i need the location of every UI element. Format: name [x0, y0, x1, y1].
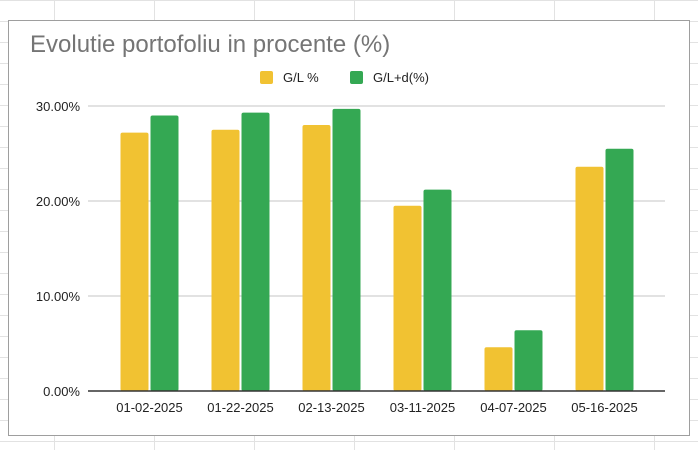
bar-gl-d-01-02-2025 [150, 115, 179, 391]
chart-container[interactable]: Evolutie portofoliu in procente (%) G/L %… [8, 20, 690, 436]
bar-gl-d-04-07-2025 [514, 330, 543, 391]
x-tick-label: 04-07-2025 [480, 400, 547, 415]
x-tick-label: 01-22-2025 [207, 400, 274, 415]
bar-gl-d-05-16-2025 [605, 148, 634, 391]
legend-label-0: G/L % [283, 70, 319, 85]
y-tick-label: 30.00% [36, 99, 81, 114]
x-tick-label: 05-16-2025 [571, 400, 638, 415]
y-tick-label: 10.00% [36, 289, 81, 304]
bar-gl-d-01-22-2025 [241, 112, 270, 392]
chart-title: Evolutie portofoliu in procente (%) [30, 31, 390, 58]
legend-swatch-1 [350, 71, 363, 84]
x-tick-label: 01-02-2025 [116, 400, 183, 415]
bar-gl-04-07-2025 [484, 347, 513, 391]
legend-label-1: G/L+d(%) [373, 70, 429, 85]
bar-gl-03-11-2025 [393, 205, 422, 391]
bar-gl-d-03-11-2025 [423, 189, 452, 391]
legend-swatch-0 [260, 71, 273, 84]
x-tick-label: 02-13-2025 [298, 400, 365, 415]
y-tick-label: 20.00% [36, 194, 81, 209]
bar-gl-02-13-2025 [302, 125, 331, 391]
bar-gl-01-02-2025 [120, 132, 149, 391]
x-tick-label: 03-11-2025 [390, 400, 456, 415]
bar-chart: Evolutie portofoliu in procente (%) G/L %… [30, 31, 665, 415]
bar-gl-05-16-2025 [575, 166, 604, 391]
bar-gl-d-02-13-2025 [332, 108, 361, 391]
y-tick-label: 0.00% [43, 384, 80, 399]
bar-gl-01-22-2025 [211, 129, 240, 391]
